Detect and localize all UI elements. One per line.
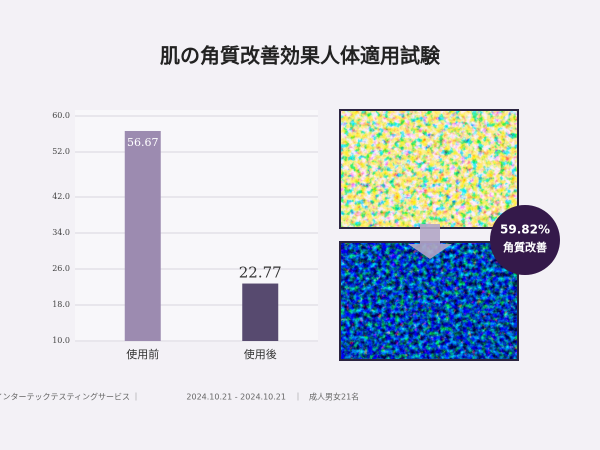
y-tick-label: 52.0 xyxy=(52,147,70,156)
separator: ｜ xyxy=(132,393,140,402)
after-image xyxy=(339,241,519,361)
badge-value: 59.82% xyxy=(500,223,550,237)
badge-caption: 角質改善 xyxy=(503,240,547,254)
bar xyxy=(124,130,161,341)
y-tick-label: 34.0 xyxy=(52,228,70,237)
value-label: 22.77 xyxy=(239,264,282,282)
chart-title: 肌の角質改善効果人体適用試験 xyxy=(160,44,441,68)
footer-period: 2024.10.21 - 2024.10.21 xyxy=(186,393,286,402)
x-tick-label: 使用後 xyxy=(244,347,277,361)
x-tick-label: 使用前 xyxy=(126,347,159,361)
y-tick-label: 18.0 xyxy=(52,300,70,309)
separator: ｜ xyxy=(294,393,302,402)
arrow xyxy=(408,224,452,259)
badge xyxy=(490,205,560,275)
before-image xyxy=(339,109,519,229)
bar xyxy=(242,283,279,341)
y-tick-label: 26.0 xyxy=(52,264,70,273)
y-tick-label: 42.0 xyxy=(52,192,70,201)
footer-source: (株)韓国インターテックテスティングサービス xyxy=(0,392,130,402)
y-tick-label: 60.0 xyxy=(52,111,70,120)
plot-area xyxy=(75,110,318,342)
y-tick-label: 10.0 xyxy=(52,336,70,345)
value-label: 56.67 xyxy=(127,136,159,149)
footer-subjects: 成人男女21名 xyxy=(309,392,359,402)
